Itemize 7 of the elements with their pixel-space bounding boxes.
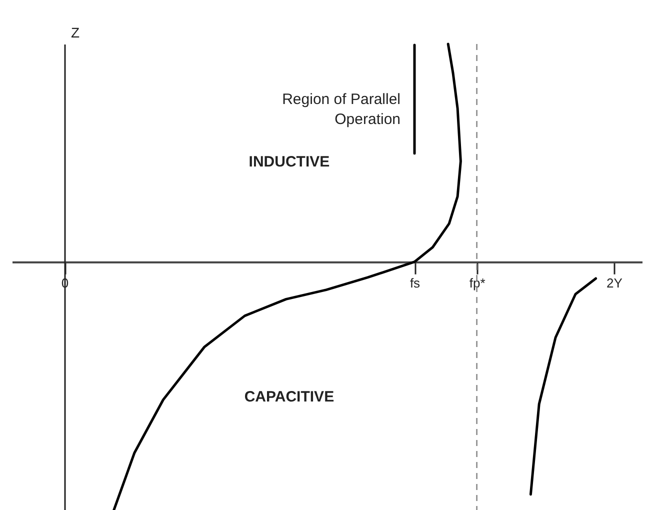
- annotation: INDUCTIVE: [248, 154, 330, 170]
- x-tick-label: fp*: [469, 275, 486, 290]
- y-axis-title: Z: [71, 24, 80, 40]
- annotation: Region of Parallel Operation: [282, 91, 400, 128]
- x-tick-label: fs: [410, 275, 421, 290]
- annotation: CAPACITIVE: [244, 388, 334, 406]
- x-tick-label: 2Y: [606, 275, 623, 290]
